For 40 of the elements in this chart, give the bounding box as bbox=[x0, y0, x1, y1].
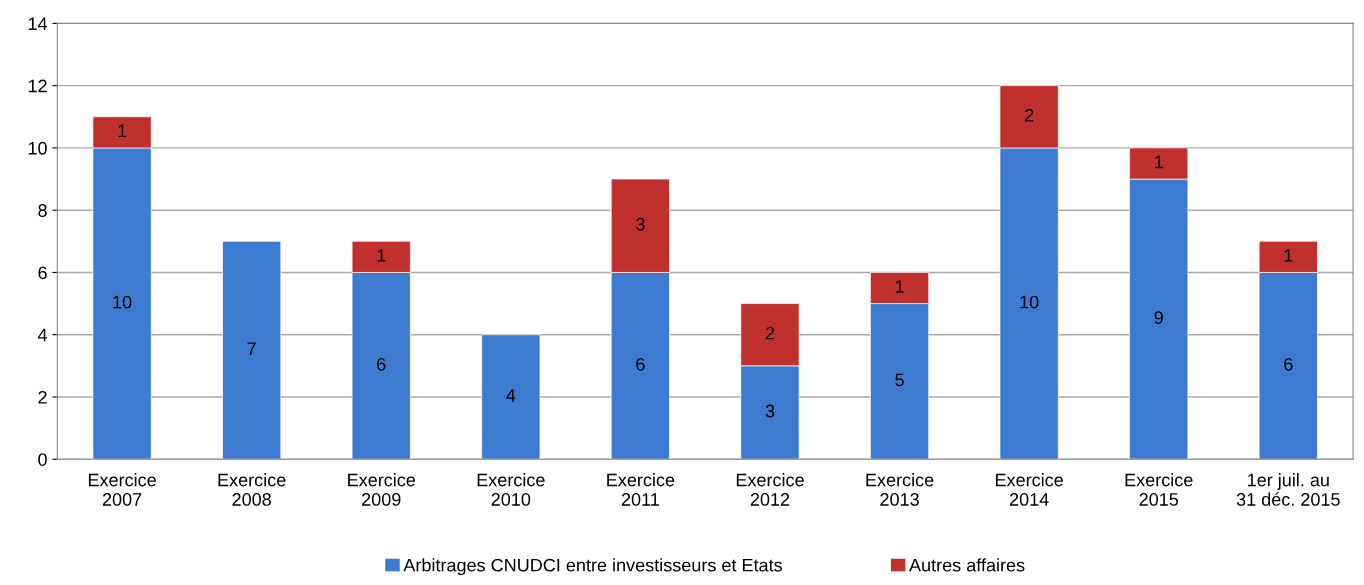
data-label: 1 bbox=[118, 124, 127, 138]
data-label: 3 bbox=[765, 404, 775, 418]
data-label: 9 bbox=[1154, 311, 1163, 324]
bar bbox=[222, 240, 282, 460]
x-tick-label: Exercice 2013 bbox=[866, 473, 934, 506]
data-label: 7 bbox=[247, 342, 256, 355]
x-tick-label: Exercice 2009 bbox=[348, 473, 416, 506]
data-label: 4 bbox=[506, 389, 516, 402]
data-label: 1 bbox=[377, 249, 386, 262]
data-label: 10 bbox=[1020, 295, 1039, 309]
data-label: 10 bbox=[113, 295, 132, 309]
y-tick-label: 12 bbox=[28, 79, 47, 93]
data-label: 6 bbox=[1284, 357, 1293, 371]
data-label: 1 bbox=[1284, 249, 1293, 262]
data-label: 1 bbox=[1155, 155, 1163, 169]
y-tick-label: 8 bbox=[38, 204, 47, 217]
x-tick-label: 1er juil. au 31 déc. 2015 bbox=[1236, 473, 1340, 506]
data-label: 3 bbox=[636, 217, 645, 231]
data-label: 2 bbox=[1025, 108, 1034, 122]
x-tick-label: Exercice 2011 bbox=[607, 473, 675, 506]
y-tick-label: 10 bbox=[28, 141, 47, 155]
x-tick-label: Exercice 2012 bbox=[736, 473, 804, 506]
x-tick-label: Exercice 2008 bbox=[218, 473, 286, 506]
data-label: 6 bbox=[377, 357, 386, 371]
data-label: 5 bbox=[895, 373, 904, 387]
x-tick-label: Exercice 2010 bbox=[477, 473, 545, 506]
y-tick-label: 2 bbox=[38, 390, 47, 404]
x-tick-label: Exercice 2007 bbox=[88, 473, 156, 506]
bar bbox=[481, 334, 541, 460]
x-tick-label: Exercice 2014 bbox=[996, 473, 1063, 506]
x-tick-label: Exercice 2015 bbox=[1125, 473, 1193, 506]
y-tick-label: 14 bbox=[28, 17, 48, 30]
y-tick-label: 4 bbox=[37, 328, 48, 342]
data-label: 6 bbox=[636, 357, 645, 371]
y-tick-label: 6 bbox=[38, 266, 47, 280]
legend-label: Arbitrages CNUDCI entre investisseurs et Etats bbox=[403, 558, 782, 576]
y-tick-label: 0 bbox=[38, 453, 47, 466]
data-label: 2 bbox=[765, 326, 775, 340]
data-label: 1 bbox=[895, 280, 904, 293]
legend-label: Autres affaires bbox=[909, 558, 1025, 572]
